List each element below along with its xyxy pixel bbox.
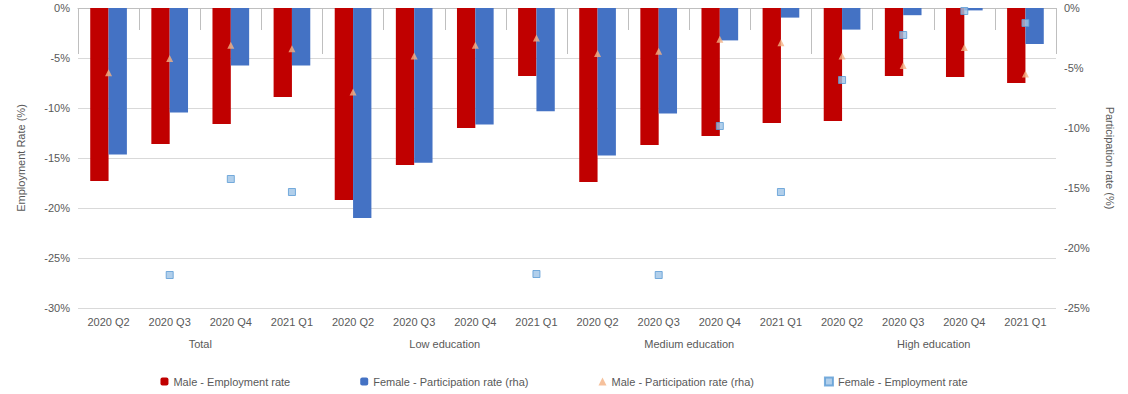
svg-text:-20%: -20% — [1064, 242, 1090, 254]
svg-text:-10%: -10% — [1064, 122, 1090, 134]
svg-text:High education: High education — [897, 338, 970, 350]
svg-text:2021 Q1: 2021 Q1 — [1004, 316, 1046, 328]
svg-text:-25%: -25% — [1064, 302, 1090, 314]
svg-text:Participation rate (%): Participation rate (%) — [1104, 107, 1116, 210]
svg-text:Low education: Low education — [409, 338, 480, 350]
svg-text:2021 Q1: 2021 Q1 — [271, 316, 313, 328]
svg-text:2020 Q2: 2020 Q2 — [87, 316, 129, 328]
svg-text:0%: 0% — [1064, 2, 1080, 14]
svg-text:2020 Q4: 2020 Q4 — [454, 316, 496, 328]
svg-text:-20%: -20% — [44, 202, 70, 214]
svg-text:2020 Q2: 2020 Q2 — [576, 316, 618, 328]
svg-text:-15%: -15% — [1064, 182, 1090, 194]
svg-text:2020 Q3: 2020 Q3 — [393, 316, 435, 328]
svg-text:2021 Q1: 2021 Q1 — [760, 316, 802, 328]
svg-text:2020 Q3: 2020 Q3 — [882, 316, 924, 328]
svg-text:Total: Total — [189, 338, 212, 350]
svg-text:Female - Participation rate (r: Female - Participation rate (rha) — [373, 376, 528, 388]
svg-text:2020 Q4: 2020 Q4 — [210, 316, 252, 328]
svg-text:2020 Q3: 2020 Q3 — [638, 316, 680, 328]
svg-text:2020 Q2: 2020 Q2 — [821, 316, 863, 328]
svg-text:-30%: -30% — [44, 302, 70, 314]
svg-text:-5%: -5% — [50, 52, 70, 64]
svg-text:2020 Q2: 2020 Q2 — [332, 316, 374, 328]
svg-text:Employment Rate (%): Employment Rate (%) — [15, 104, 27, 212]
svg-text:2020 Q3: 2020 Q3 — [149, 316, 191, 328]
svg-text:Medium education: Medium education — [644, 338, 734, 350]
svg-text:Male - Employment rate: Male - Employment rate — [173, 376, 290, 388]
svg-text:2020 Q4: 2020 Q4 — [943, 316, 985, 328]
svg-text:Male - Participation rate (rha: Male - Participation rate (rha) — [612, 376, 754, 388]
svg-text:-25%: -25% — [44, 252, 70, 264]
svg-text:-5%: -5% — [1064, 62, 1084, 74]
svg-text:2020 Q4: 2020 Q4 — [699, 316, 741, 328]
svg-text:Female - Employment rate: Female - Employment rate — [838, 376, 968, 388]
svg-text:0%: 0% — [54, 2, 70, 14]
svg-text:2021 Q1: 2021 Q1 — [515, 316, 557, 328]
svg-text:-15%: -15% — [44, 152, 70, 164]
svg-text:-10%: -10% — [44, 102, 70, 114]
